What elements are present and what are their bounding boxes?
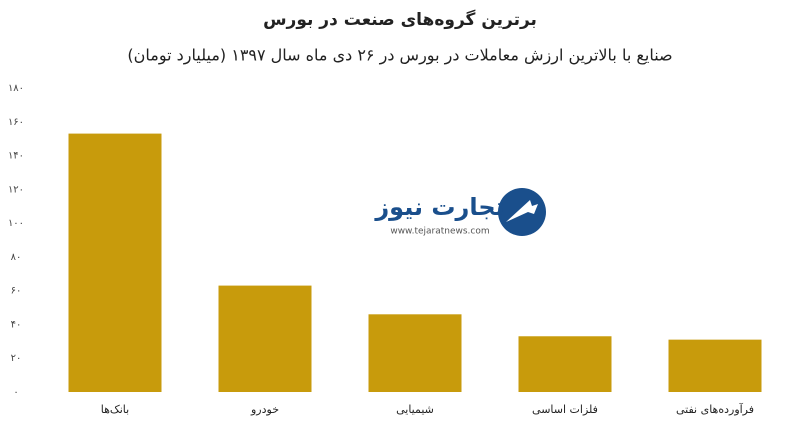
x-tick-label: بانک‌ها	[101, 403, 129, 416]
chart-subtitle: صنایع با بالاترین ارزش معاملات در بورس د…	[127, 46, 672, 66]
logo-arrow	[506, 200, 538, 222]
bar	[518, 336, 612, 392]
x-tick-label: فرآورده‌های نفتی	[676, 402, 754, 416]
y-tick-label: ۴۰	[11, 319, 22, 330]
y-tick-label: ۸۰	[11, 252, 22, 263]
y-tick-label: ۱۲۰	[8, 184, 24, 195]
logo: تجارت نیوز www.tejaratnews.com	[374, 188, 546, 237]
y-tick-label: ۱۸۰	[8, 83, 24, 94]
bar	[218, 285, 312, 392]
chart-title: برترین گروه‌های صنعت در بورس	[263, 9, 537, 30]
y-tick-label: ۶۰	[11, 286, 22, 297]
y-tick-label: ۱۰۰	[8, 218, 24, 229]
x-tick-label: خودرو	[250, 403, 279, 416]
y-tick-label: ۰	[13, 387, 18, 398]
y-tick-label: ۲۰	[11, 353, 22, 364]
y-tick-label: ۱۶۰	[8, 117, 24, 128]
bar	[68, 133, 162, 392]
x-tick-label: فلزات اساسی	[532, 403, 598, 416]
bar	[368, 314, 462, 392]
bar	[668, 339, 762, 392]
x-tick-label: شیمیایی	[396, 403, 434, 416]
logo-url: www.tejaratnews.com	[390, 227, 489, 237]
logo-name: تجارت نیوز	[374, 193, 504, 221]
y-tick-label: ۱۴۰	[8, 151, 24, 162]
